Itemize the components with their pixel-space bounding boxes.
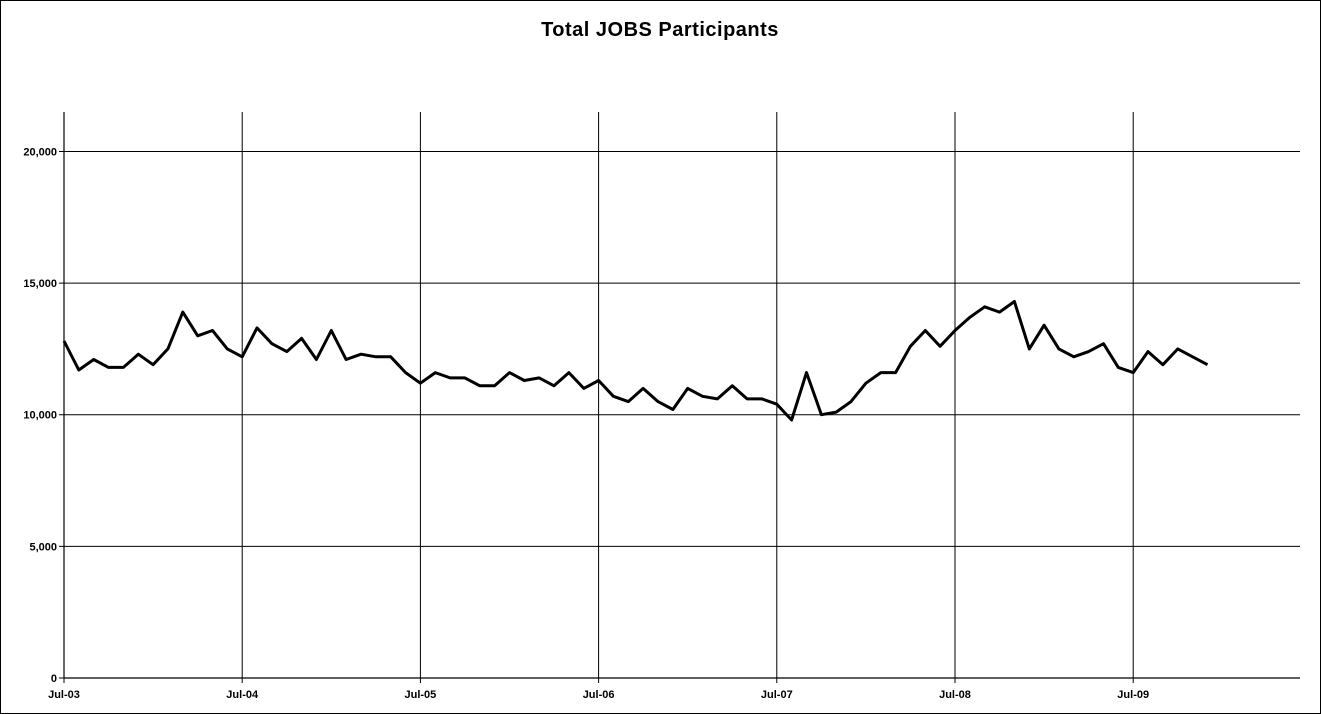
x-tick-label: Jul-03 bbox=[48, 689, 80, 701]
x-tick-label: Jul-05 bbox=[405, 689, 437, 701]
x-tick-label: Jul-06 bbox=[583, 689, 615, 701]
chart-title: Total JOBS Participants bbox=[541, 19, 779, 41]
y-tick-label: 15,000 bbox=[23, 278, 57, 290]
y-tick-label: 10,000 bbox=[23, 410, 57, 422]
y-tick-label: 5,000 bbox=[29, 541, 57, 553]
y-tick-label: 0 bbox=[51, 673, 57, 685]
x-tick-label: Jul-07 bbox=[761, 689, 793, 701]
x-axis-tick-labels: Jul-03 Jul-04 Jul-05 Jul-06 Jul-07 Jul-08 Jul-… bbox=[48, 689, 1149, 701]
gridlines bbox=[64, 112, 1300, 678]
series-layer bbox=[62, 300, 1209, 422]
y-axis-tick-labels: 0 5,000 10,000 15,000 20,000 bbox=[23, 146, 57, 685]
series-line bbox=[62, 300, 1209, 422]
x-tick-label: Jul-04 bbox=[226, 689, 259, 701]
axes bbox=[59, 112, 1300, 683]
x-tick-label: Jul-08 bbox=[939, 689, 971, 701]
y-tick-label: 20,000 bbox=[23, 146, 57, 158]
x-tick-label: Jul-09 bbox=[1117, 689, 1149, 701]
